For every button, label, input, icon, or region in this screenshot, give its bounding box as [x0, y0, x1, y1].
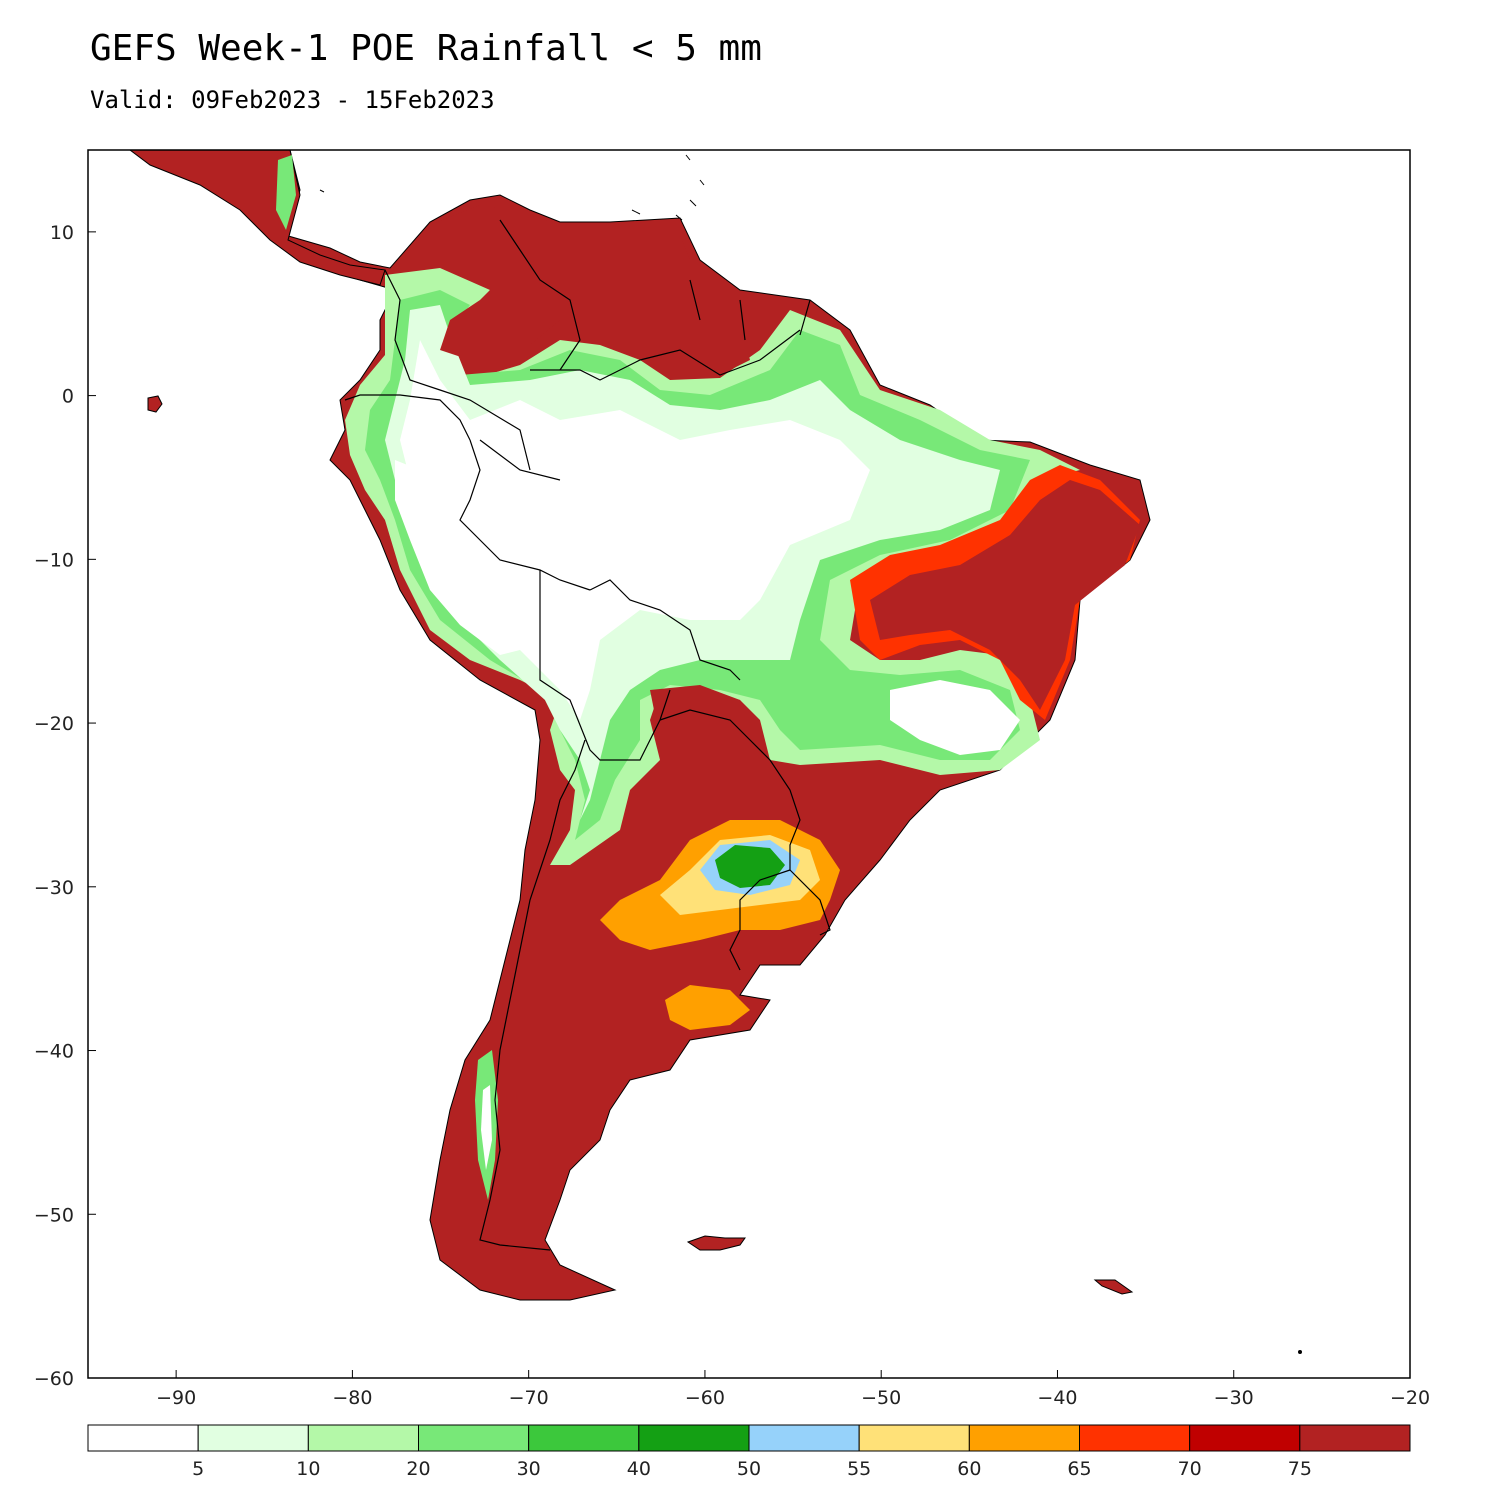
- colorbar-label: 10: [296, 1458, 320, 1480]
- colorbar-label: 65: [1067, 1458, 1091, 1480]
- colorbar-label: 55: [847, 1458, 871, 1480]
- y-tick-label: 10: [50, 222, 74, 244]
- colorbar-label: 50: [737, 1458, 761, 1480]
- y-tick-label: 0: [62, 386, 74, 408]
- colorbar-swatch: [87, 1424, 199, 1452]
- colorbar-swatch: [638, 1424, 750, 1452]
- colorbar-swatch: [1299, 1424, 1411, 1452]
- dry-zone-bolivia: [650, 685, 750, 770]
- colorbar-swatch: [1189, 1424, 1301, 1452]
- map-subtitle: Valid: 09Feb2023 - 15Feb2023: [90, 86, 495, 114]
- colorbar-swatch: [858, 1424, 970, 1452]
- x-tick-label: −40: [1037, 1387, 1077, 1409]
- colorbar-swatch: [1079, 1424, 1191, 1452]
- x-tick-label: −90: [156, 1387, 196, 1409]
- x-tick-label: −30: [1214, 1387, 1254, 1409]
- x-tick-label: −50: [861, 1387, 901, 1409]
- colorbar: 5 10 20 30 40 50 55 60 65 70 75: [87, 1424, 1411, 1480]
- wet-zone-costa-rica: [276, 155, 296, 230]
- y-tick-label: −50: [34, 1204, 74, 1226]
- wet-zone-southeast: [890, 680, 1020, 755]
- colorbar-swatch: [748, 1424, 860, 1452]
- continent-layer: [129, 150, 1302, 1354]
- y-tick-label: −40: [34, 1041, 74, 1063]
- y-tick-label: −20: [34, 713, 74, 735]
- falkland-islands: [686, 1235, 746, 1251]
- x-tick-label: −20: [1390, 1387, 1430, 1409]
- tristan-dot: [1298, 1350, 1302, 1354]
- y-tick-label: −10: [34, 549, 74, 571]
- dry-zone-northeast-core: [870, 480, 1140, 710]
- colorbar-label: 40: [627, 1458, 651, 1480]
- central-america-landmass: [129, 150, 386, 286]
- colorbar-label: 5: [192, 1458, 204, 1480]
- x-axis: −90 −80 −70 −60 −50 −40 −30 −20: [156, 1370, 1430, 1409]
- colorbar-swatch: [418, 1424, 530, 1452]
- y-tick-label: −60: [34, 1368, 74, 1390]
- x-tick-label: −80: [332, 1387, 372, 1409]
- colorbar-swatch: [528, 1424, 640, 1452]
- colorbar-label: 20: [406, 1458, 430, 1480]
- colorbar-swatch: [197, 1424, 309, 1452]
- colorbar-label: 60: [957, 1458, 981, 1480]
- map-frame: [87, 149, 1411, 1379]
- colorbar-label: 70: [1178, 1458, 1202, 1480]
- map-title: GEFS Week-1 POE Rainfall < 5 mm: [90, 28, 762, 69]
- y-tick-label: −30: [34, 877, 74, 899]
- mixed-zone-argentina: [665, 985, 750, 1030]
- colorbar-label: 30: [517, 1458, 541, 1480]
- country-borders: [344, 219, 831, 1251]
- wet-zone-coast-peru: [395, 460, 520, 655]
- colorbar-swatch: [968, 1424, 1080, 1452]
- south-georgia: [1093, 1279, 1134, 1295]
- y-axis: 10 0 −10 −20 −30 −40 −50 −60: [34, 222, 96, 1390]
- galapagos-islands: [147, 395, 163, 413]
- wet-zone-chile-inner: [481, 1085, 492, 1170]
- colorbar-swatch: [307, 1424, 420, 1452]
- x-tick-label: −70: [509, 1387, 549, 1409]
- caribbean-islands: [319, 154, 705, 221]
- wet-zone-driest-rain: [400, 340, 870, 720]
- dry-zone-venezuela: [430, 205, 690, 360]
- dry-zone-guiana: [660, 310, 750, 375]
- colorbar-label: 75: [1288, 1458, 1312, 1480]
- x-tick-label: −60: [685, 1387, 725, 1409]
